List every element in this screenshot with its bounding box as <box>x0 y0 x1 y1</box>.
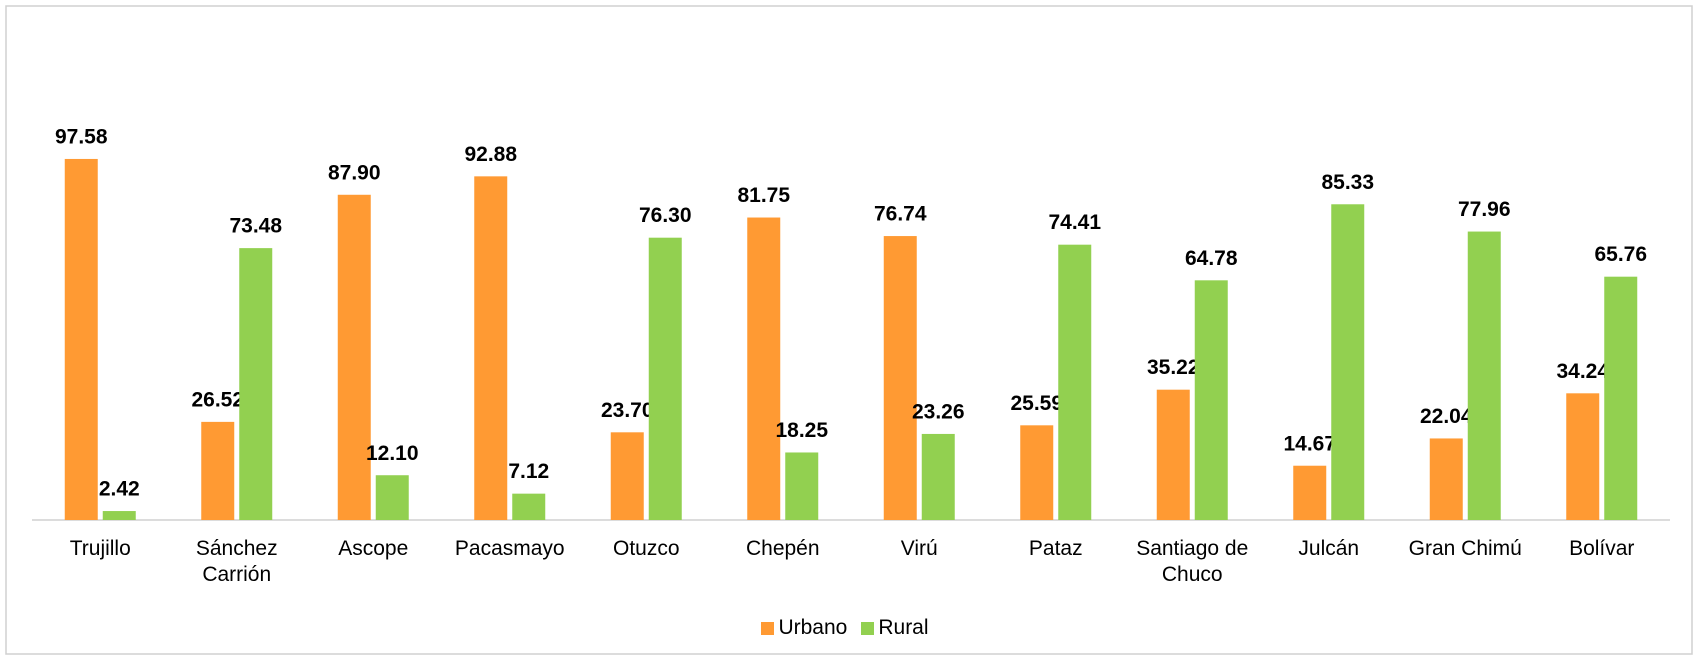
legend-item: Urbano <box>761 616 847 640</box>
value-label: 81.75 <box>737 184 790 207</box>
bar <box>1058 244 1092 521</box>
legend-label: Rural <box>878 616 929 639</box>
value-label: 2.42 <box>99 478 140 501</box>
value-label: 76.74 <box>874 203 927 226</box>
bar <box>474 176 508 520</box>
bar <box>1604 276 1638 520</box>
value-label: 23.70 <box>601 399 654 422</box>
value-label: 14.67 <box>1283 432 1336 455</box>
bar <box>337 194 371 520</box>
bar <box>239 248 273 520</box>
bar <box>64 158 98 521</box>
bar <box>512 493 546 520</box>
chart-border <box>5 5 1693 655</box>
bar <box>1020 425 1054 520</box>
value-label: 25.59 <box>1010 392 1063 415</box>
value-label: 87.90 <box>328 161 381 184</box>
value-label: 18.25 <box>775 419 828 442</box>
x-tick-label: Virú <box>900 537 938 560</box>
legend-label: Urbano <box>778 616 848 639</box>
legend: Urbano Rural <box>0 616 1698 640</box>
bar <box>610 432 644 520</box>
x-tick-label: Julcán <box>1298 537 1360 560</box>
x-tick-label: Otuzco <box>612 537 680 560</box>
x-tick-label: Trujillo <box>69 537 131 560</box>
value-label: 26.52 <box>191 388 244 411</box>
legend-swatch <box>861 621 875 635</box>
bar <box>201 421 235 520</box>
value-label: 7.12 <box>508 460 549 483</box>
bar <box>375 475 409 520</box>
bar <box>648 237 682 520</box>
value-label: 76.30 <box>639 204 692 227</box>
x-tick-label: Ascope <box>338 537 409 560</box>
value-label: 23.26 <box>912 400 965 423</box>
bar <box>102 511 136 520</box>
value-label: 65.76 <box>1594 243 1647 266</box>
bar <box>785 452 819 520</box>
x-tick-label: Santiago de Chuco <box>1136 537 1249 586</box>
bar <box>1331 204 1365 521</box>
bar <box>1156 389 1190 520</box>
legend-swatch <box>761 621 775 635</box>
value-label: 97.58 <box>55 126 108 149</box>
value-label: 73.48 <box>229 215 282 238</box>
x-tick-label: Pacasmayo <box>454 537 565 560</box>
bar <box>883 236 917 520</box>
value-label: 74.41 <box>1048 211 1101 234</box>
bar <box>1467 231 1501 520</box>
value-label: 92.88 <box>464 143 517 166</box>
x-tick-label: Chepén <box>745 537 820 560</box>
x-tick-label: Bolívar <box>1569 537 1635 560</box>
value-label: 12.10 <box>366 442 419 465</box>
bar <box>1429 438 1463 520</box>
bar <box>1293 465 1327 520</box>
value-label: 85.33 <box>1321 171 1374 194</box>
bar <box>921 433 955 520</box>
value-label: 64.78 <box>1185 247 1238 270</box>
bar <box>1566 393 1600 520</box>
x-tick-label: Sánchez Carrión <box>195 537 278 586</box>
value-label: 77.96 <box>1458 198 1511 221</box>
value-label: 34.24 <box>1556 360 1609 383</box>
value-label: 35.22 <box>1147 356 1200 379</box>
legend-item: Rural <box>861 616 929 640</box>
bar <box>747 217 781 520</box>
x-tick-label: Gran Chimú <box>1408 537 1522 560</box>
x-tick-label: Pataz <box>1028 537 1083 560</box>
value-label: 22.04 <box>1420 405 1473 428</box>
bar <box>1194 280 1228 520</box>
